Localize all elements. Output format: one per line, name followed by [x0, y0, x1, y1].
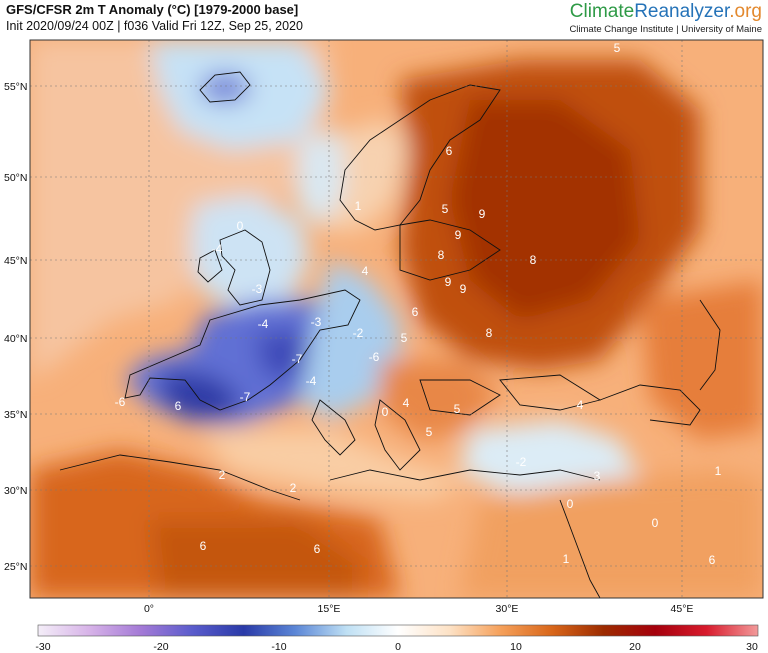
colorbar: [37, 624, 759, 637]
contour-label: 1: [355, 199, 362, 213]
contour-label: 6: [314, 542, 321, 556]
longitude-labels: 0° 15°E 30°E 45°E: [144, 603, 693, 615]
brand-logo[interactable]: ClimateReanalyzer.org Climate Change Ins…: [569, 1, 762, 35]
brand-tagline: Climate Change Institute | University of…: [569, 24, 762, 35]
contour-label: -6: [369, 350, 380, 364]
coastlines: [59, 71, 721, 598]
lon-label: 45°E: [671, 603, 694, 615]
colorbar-tick: 30: [746, 641, 758, 653]
lat-label: 35°N: [4, 409, 27, 421]
contour-label: 0: [237, 219, 244, 233]
lat-label: 25°N: [4, 561, 27, 573]
contour-label: 2: [290, 481, 297, 495]
contour-label: 6: [446, 144, 453, 158]
contour-label: 2: [219, 468, 226, 482]
contour-label: 9: [455, 228, 462, 242]
lon-label: 30°E: [496, 603, 519, 615]
contour-label: 0: [382, 405, 389, 419]
map-subtitle: Init 2020/09/24 00Z | f036 Valid Fri 12Z…: [6, 19, 303, 33]
contour-label: 1: [563, 552, 570, 566]
colorbar-tick: 20: [629, 641, 641, 653]
contour-label: -3: [311, 315, 322, 329]
contour-label: 4: [577, 398, 584, 412]
contour-label: -2: [353, 326, 364, 340]
contour-label: 8: [530, 253, 537, 267]
contour-label: -4: [212, 242, 223, 256]
contour-label: 8: [486, 326, 493, 340]
lat-label: 50°N: [4, 172, 27, 184]
lat-label: 40°N: [4, 333, 27, 345]
contour-label: 5: [426, 425, 433, 439]
colorbar-tick: -20: [153, 641, 168, 653]
logo-text: ClimateReanalyzer.org: [569, 1, 762, 22]
contour-label: 5: [401, 331, 408, 345]
contour-label: 4: [362, 264, 369, 278]
contour-label: 1: [715, 464, 722, 478]
contour-label: 5: [454, 402, 461, 416]
lat-label: 30°N: [4, 485, 27, 497]
lon-label: 15°E: [318, 603, 341, 615]
lat-label: 45°N: [4, 255, 27, 267]
contour-label: -4: [258, 317, 269, 331]
latitude-labels: 55°N 50°N 45°N 40°N 35°N 30°N 25°N: [4, 81, 27, 573]
contour-label: 9: [445, 275, 452, 289]
graticule: [30, 40, 763, 598]
contour-label: 5: [442, 202, 449, 216]
contour-label: 6: [175, 399, 182, 413]
contour-label: 9: [460, 282, 467, 296]
contour-label: -6: [115, 395, 126, 409]
contour-label: 3: [594, 469, 601, 483]
map-frame: [29, 39, 764, 599]
contour-label: 8: [438, 248, 445, 262]
colorbar-tick: 0: [395, 641, 401, 653]
contour-label: 0: [652, 516, 659, 530]
contour-label: 6: [412, 305, 419, 319]
contour-label: -3: [252, 282, 263, 296]
contour-label: -4: [306, 374, 317, 388]
contour-label: -2: [516, 455, 527, 469]
contour-label: 4: [403, 396, 410, 410]
contour-label: 6: [200, 539, 207, 553]
contour-label: -7: [240, 390, 251, 404]
contour-label: 5: [614, 41, 621, 55]
contour-label: 9: [479, 207, 486, 221]
contour-label: 0: [567, 497, 574, 511]
colorbar-tick: -30: [35, 641, 50, 653]
contour-label: 6: [709, 553, 716, 567]
lon-label: 0°: [144, 603, 154, 615]
colorbar-ticks: -30 -20 -10 0 10 20 30: [35, 641, 758, 653]
map-title: GFS/CFSR 2m T Anomaly (°C) [1979-2000 ba…: [6, 2, 299, 17]
colorbar-tick: 10: [510, 641, 522, 653]
lat-label: 55°N: [4, 81, 27, 93]
contour-label: -7: [292, 352, 303, 366]
colorbar-tick: -10: [271, 641, 286, 653]
